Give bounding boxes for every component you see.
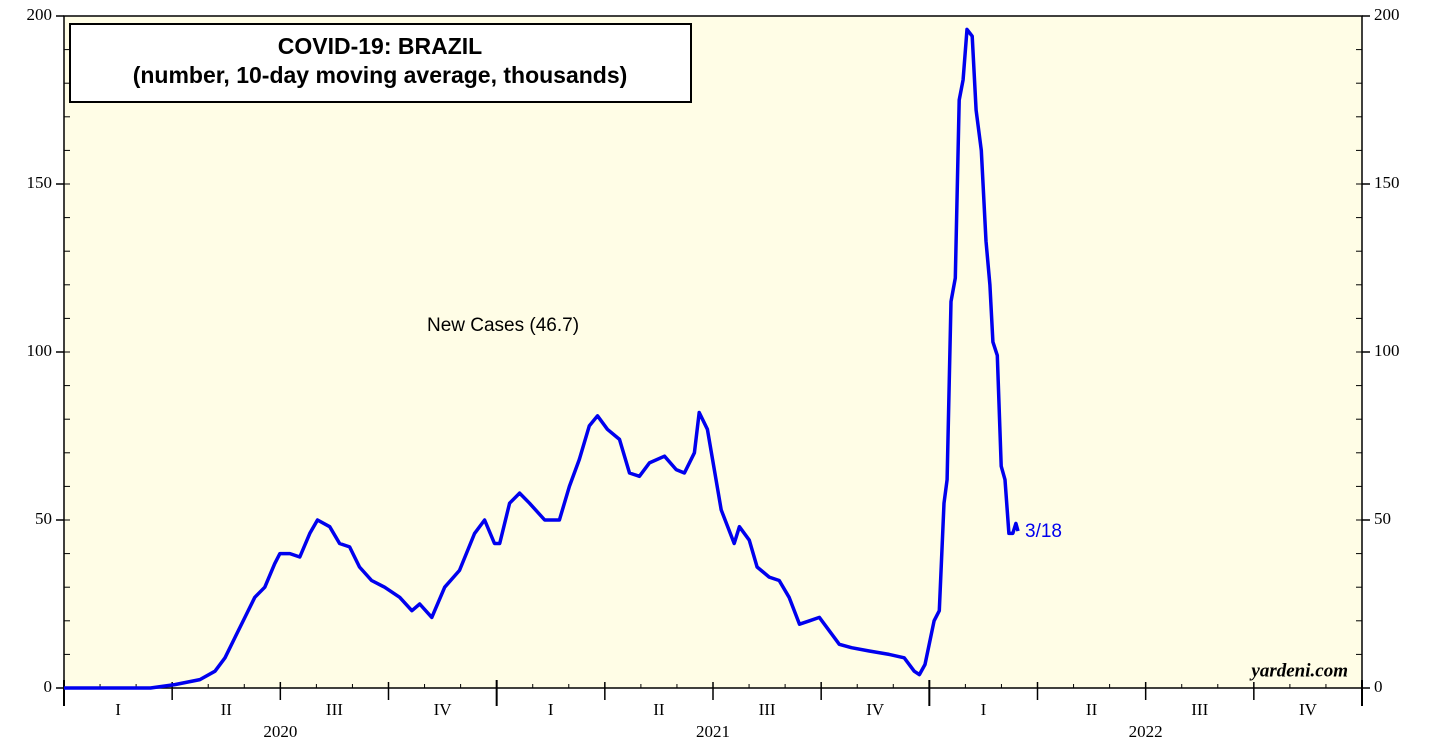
y-tick-label: 0 bbox=[44, 677, 53, 696]
y-tick-label: 200 bbox=[27, 5, 53, 24]
y2-tick-label: 50 bbox=[1374, 509, 1391, 528]
y-tick-label: 100 bbox=[27, 341, 53, 360]
x-tick-label: I bbox=[548, 700, 554, 719]
x-tick-label: II bbox=[653, 700, 665, 719]
x-tick-label: III bbox=[326, 700, 343, 719]
y2-tick-label: 0 bbox=[1374, 677, 1383, 696]
plot-area bbox=[64, 16, 1362, 688]
year-label: 2020 bbox=[263, 722, 297, 741]
x-tick-label: IV bbox=[866, 700, 885, 719]
line-series bbox=[64, 27, 1020, 690]
annotation: New Cases (46.7) bbox=[427, 315, 579, 336]
source: yardeni.com bbox=[1249, 660, 1348, 681]
year-label: 2021 bbox=[696, 722, 730, 741]
y2-tick-label: 150 bbox=[1374, 173, 1400, 192]
x-tick-label: III bbox=[1191, 700, 1208, 719]
y-tick-label: 50 bbox=[35, 509, 52, 528]
y2-tick-label: 100 bbox=[1374, 341, 1400, 360]
y-tick-label: 150 bbox=[27, 173, 53, 192]
title-box bbox=[69, 23, 692, 103]
x-tick-label: II bbox=[1086, 700, 1098, 719]
chart-title: COVID-19: BRAZIL bbox=[278, 33, 482, 59]
x-tick-label: II bbox=[221, 700, 233, 719]
x-tick-label: III bbox=[759, 700, 776, 719]
chart-subtitle: (number, 10-day moving average, thousand… bbox=[133, 62, 628, 88]
x-tick-label: I bbox=[115, 700, 121, 719]
annotation: 3/18 bbox=[1025, 521, 1062, 542]
year-label: 2022 bbox=[1129, 722, 1163, 741]
y2-tick-label: 200 bbox=[1374, 5, 1400, 24]
x-tick-label: I bbox=[981, 700, 987, 719]
x-tick-label: IV bbox=[434, 700, 453, 719]
x-tick-label: IV bbox=[1299, 700, 1318, 719]
